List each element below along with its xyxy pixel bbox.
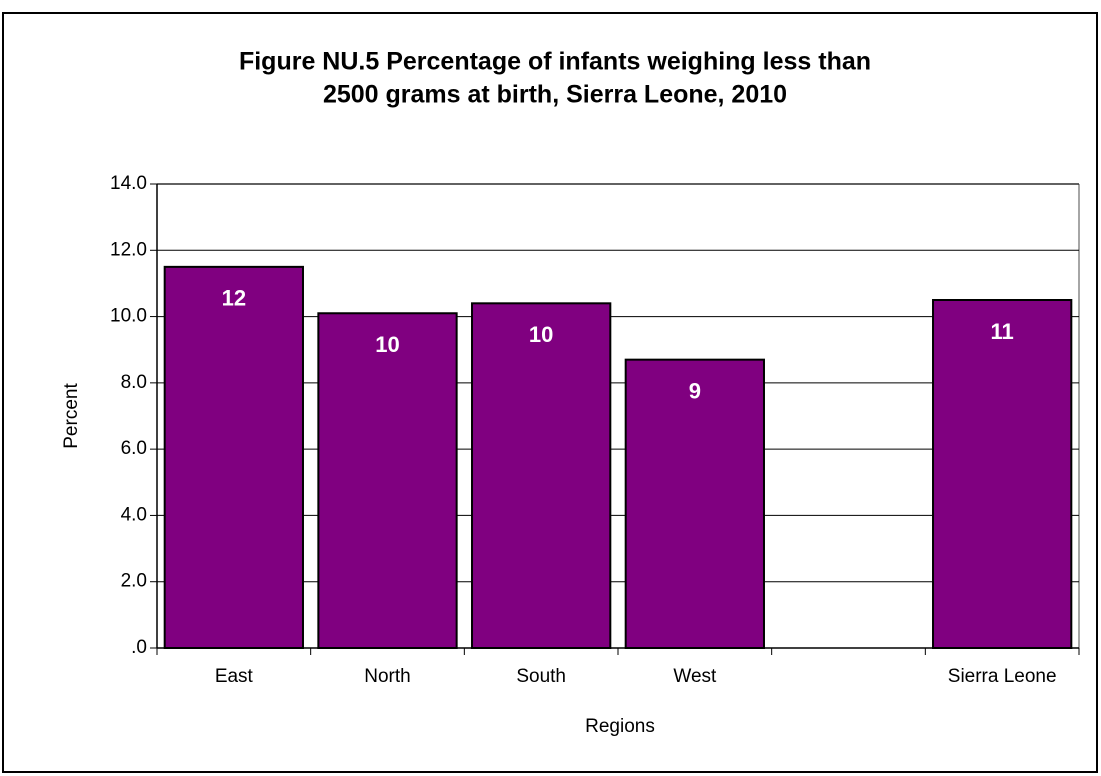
bar — [624, 358, 765, 649]
bar — [471, 302, 612, 649]
x-tick-label: East — [215, 666, 254, 687]
x-tick-label: Sierra Leone — [948, 666, 1057, 687]
y-tick-label: 4.0 — [121, 504, 147, 525]
bar — [317, 312, 458, 649]
value-label: 9 — [689, 378, 701, 403]
x-axis-label: Regions — [585, 716, 655, 737]
y-tick-label: 12.0 — [110, 239, 147, 260]
bar — [932, 299, 1073, 649]
y-tick-label: 10.0 — [110, 306, 147, 327]
x-tick-label: West — [673, 666, 717, 687]
value-label: 11 — [991, 319, 1014, 344]
chart-title: Figure NU.5 Percentage of infants weighi… — [239, 48, 871, 76]
value-label: 10 — [529, 322, 553, 347]
chart-title: 2500 grams at birth, Sierra Leone, 2010 — [323, 81, 787, 109]
y-tick-label: 2.0 — [121, 571, 147, 592]
value-label: 12 — [222, 286, 246, 311]
y-tick-label: 8.0 — [121, 372, 147, 393]
x-tick-label: North — [364, 666, 410, 687]
y-tick-label: 6.0 — [121, 438, 147, 459]
y-tick-label: 14.0 — [110, 173, 147, 194]
x-tick-label: South — [516, 666, 566, 687]
y-tick-label: .0 — [131, 637, 147, 658]
bar — [163, 265, 304, 649]
y-axis-label: Percent — [61, 383, 82, 449]
value-label: 10 — [375, 332, 399, 357]
